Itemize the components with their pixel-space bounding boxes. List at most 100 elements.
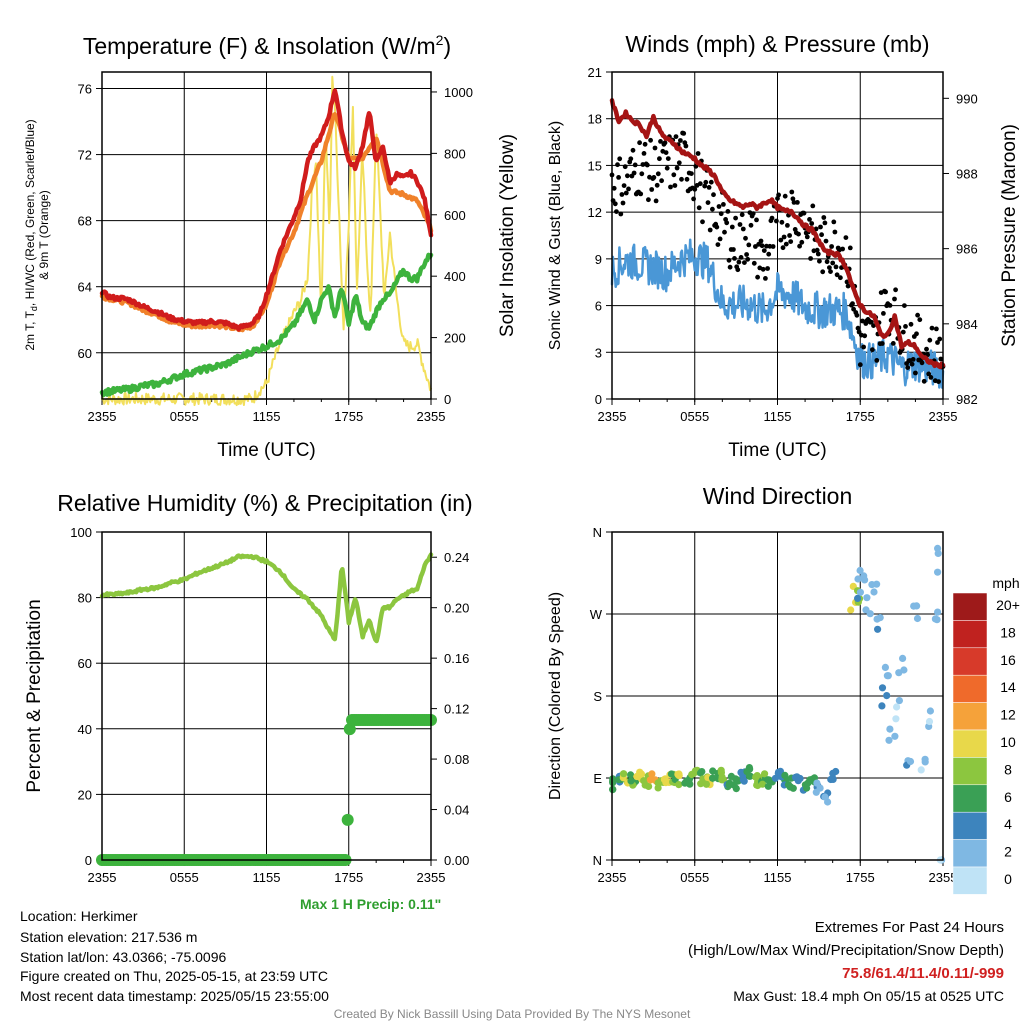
gust-point (843, 235, 849, 241)
y-tick-label: 9 (595, 252, 602, 267)
recent-text: Most recent data timestamp: 2025/05/15 2… (20, 988, 329, 1004)
gust-point (790, 196, 796, 202)
gust-point (619, 192, 625, 197)
gust-point (791, 200, 797, 205)
gust-point (760, 266, 766, 272)
gust-point (668, 184, 673, 190)
svg-text:2m T, Td, HI/WC (Red, Green, S: 2m T, Td, HI/WC (Red, Green, Scarlet/Blu… (23, 119, 39, 350)
wind-y2label: Station Pressure (Maroon) (999, 124, 1020, 347)
gust-point (838, 275, 843, 281)
series-rh-line (99, 552, 434, 644)
y2-tick-label: 984 (956, 317, 978, 332)
legend-label: 12 (1000, 707, 1016, 723)
y2-tick-label: 600 (444, 208, 466, 223)
gust-point (828, 269, 833, 274)
direction-point (906, 757, 915, 766)
y-tick-label: 18 (588, 112, 602, 127)
gust-point (744, 252, 749, 257)
x-tick-label: 2355 (598, 870, 627, 885)
gust-point (892, 296, 897, 302)
gust-point (739, 212, 745, 218)
gust-point (729, 224, 735, 230)
gust-point (626, 186, 631, 192)
gust-point (658, 139, 663, 144)
gust-point (761, 248, 767, 254)
direction-point (627, 777, 635, 785)
direction-point (874, 625, 882, 633)
direction-panel: 2355 0555 1155 1755 2355 N E S W N Wind Direction D… (547, 483, 957, 885)
gust-point (919, 360, 925, 366)
y-tick-label: 6 (595, 299, 602, 314)
legend-label: 10 (1000, 734, 1016, 750)
direction-point (925, 717, 934, 726)
gust-point (815, 251, 821, 257)
gust-point (642, 141, 648, 147)
gust-point (621, 183, 627, 189)
x-tick-label: 1155 (764, 409, 792, 424)
y-tick-label: N (593, 853, 602, 868)
gust-point (808, 256, 813, 261)
direction-point (876, 614, 884, 622)
gust-point (742, 260, 747, 265)
legend-swatch (952, 702, 988, 731)
direction-point (934, 568, 942, 576)
gust-point (745, 256, 751, 262)
gust-point (722, 229, 727, 235)
gust-point (787, 233, 792, 238)
y-tick-label: E (593, 771, 602, 786)
direction-point (829, 775, 837, 783)
x-tick-label: 1155 (253, 409, 281, 424)
temp-y2label: Solar Insolation (Yellow) (497, 134, 518, 337)
x-tick-label: 2355 (417, 870, 446, 885)
direction-point (758, 780, 767, 788)
gust-point (711, 192, 716, 198)
dir-title: Wind Direction (703, 483, 853, 509)
dir-ylabel: Direction (Colored By Speed) (547, 592, 564, 800)
gust-point (908, 321, 914, 327)
direction-point (878, 702, 886, 710)
gust-point (765, 266, 770, 271)
gust-point (832, 229, 838, 235)
direction-point (661, 775, 669, 783)
gust-point (823, 238, 829, 244)
direction-point (718, 773, 726, 781)
direction-point (899, 654, 907, 663)
gust-point (776, 192, 781, 198)
y-tick-label: 100 (70, 525, 92, 540)
gust-point (620, 200, 626, 206)
gust-point (830, 260, 836, 266)
gust-point (780, 245, 786, 251)
y-tick-label: 3 (595, 345, 602, 360)
gust-point (801, 210, 807, 216)
gust-point (829, 244, 834, 249)
direction-point (926, 707, 935, 715)
gust-point (683, 143, 689, 149)
gust-point (615, 162, 620, 168)
max-precip-label: Max 1 H Precip: 0.11" (300, 896, 442, 912)
gust-point (936, 379, 941, 384)
direction-point (891, 732, 899, 740)
x-tick-label: 0555 (680, 870, 709, 885)
legend-label: 0 (1004, 871, 1012, 887)
gust-point (696, 205, 702, 211)
speed-legend: mph 20+ 18 16 14 12 10 8 6 4 2 0 (952, 575, 1020, 895)
gust-point (938, 356, 944, 362)
gust-point (879, 341, 885, 346)
gust-point (614, 209, 619, 215)
legend-label: 6 (1004, 789, 1012, 805)
x-tick-label: 1755 (846, 870, 875, 885)
gust-point (789, 189, 795, 195)
gust-point (641, 151, 647, 156)
gust-point (774, 218, 779, 224)
gust-point (799, 239, 805, 245)
gust-point (913, 370, 918, 376)
gust-point (755, 274, 760, 280)
gust-point (893, 287, 898, 293)
gust-point (857, 362, 863, 368)
legend-swatch (952, 839, 988, 868)
y2-tick-label: 0 (444, 392, 451, 407)
direction-point (702, 780, 711, 788)
legend-label: 4 (1004, 816, 1012, 832)
legend-swatch (952, 620, 988, 649)
